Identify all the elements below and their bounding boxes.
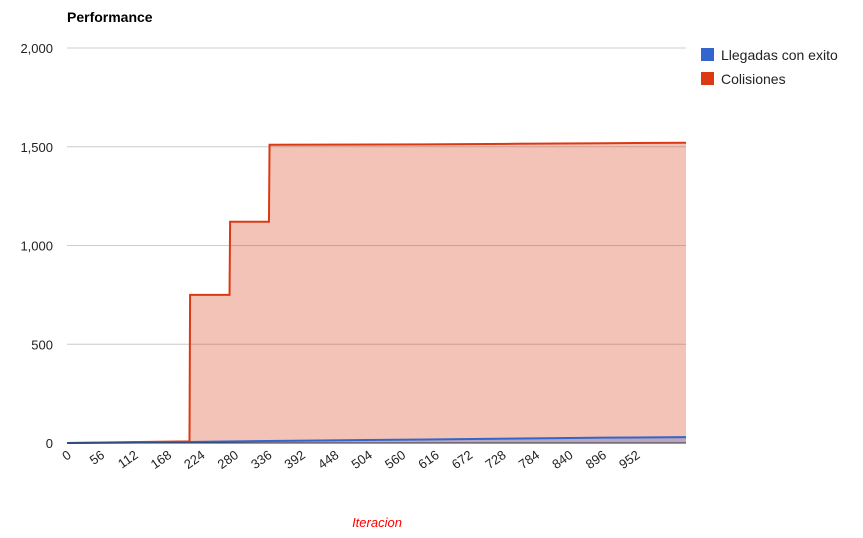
x-tick-label: 728: [482, 447, 508, 472]
y-tick-label: 500: [31, 337, 53, 352]
x-tick-label: 448: [315, 447, 341, 472]
x-tick-label: 616: [415, 447, 441, 472]
x-tick-label: 784: [516, 447, 542, 472]
x-tick-label: 840: [549, 447, 575, 472]
x-tick-label: 952: [616, 447, 642, 472]
x-axis-ticks: 0 56 112 168 224 280 336 392 448 504 560 616 672 728 7…: [59, 447, 642, 472]
legend: Llegadas con exito Colisiones: [701, 47, 838, 87]
series-areas: [67, 142, 686, 444]
legend-label: Llegadas con exito: [721, 47, 838, 63]
x-axis-label: Iteracion: [352, 515, 402, 530]
x-tick-label: 0: [59, 447, 74, 463]
series-line: [66, 436, 687, 444]
series-area: [67, 142, 686, 444]
chart-title: Performance: [67, 9, 153, 25]
legend-swatch: [701, 48, 714, 61]
y-tick-label: 2,000: [20, 41, 53, 56]
y-tick-label: 0: [46, 436, 53, 451]
y-tick-label: 1,000: [20, 239, 53, 254]
x-tick-label: 504: [348, 447, 374, 472]
legend-swatch: [701, 72, 714, 85]
series-lines: [66, 141, 687, 444]
x-tick-label: 224: [181, 447, 207, 472]
x-tick-label: 112: [115, 447, 141, 471]
x-tick-label: 336: [248, 447, 274, 472]
x-tick-label: 280: [215, 447, 241, 472]
gridlines: [67, 47, 686, 345]
x-tick-label: 560: [382, 447, 408, 472]
x-tick-label: 672: [449, 447, 475, 472]
y-tick-label: 1,500: [20, 140, 53, 155]
x-tick-label: 392: [282, 447, 308, 472]
legend-label: Colisiones: [721, 71, 786, 87]
y-axis-ticks: 0 500 1,000 1,500 2,000: [20, 41, 53, 451]
x-tick-label: 56: [87, 447, 107, 468]
x-tick-label: 168: [148, 447, 174, 472]
x-tick-label: 896: [583, 447, 609, 472]
